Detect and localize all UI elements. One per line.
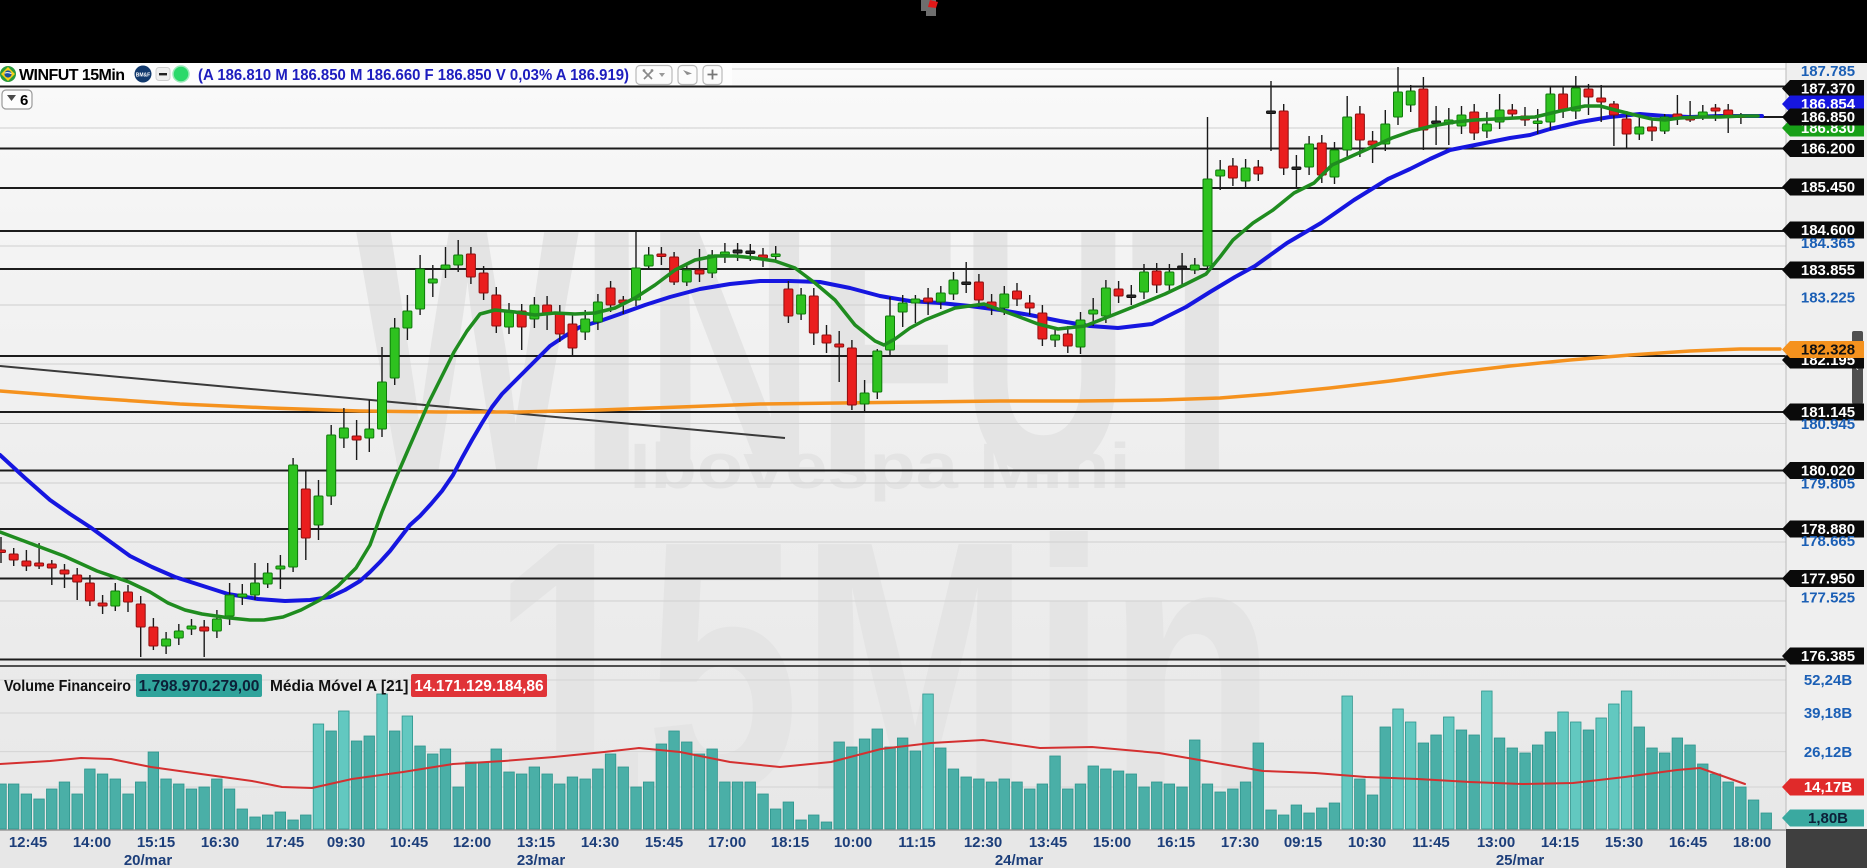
svg-text:12:45: 12:45 [9, 834, 47, 851]
svg-text:10:45: 10:45 [390, 834, 428, 851]
svg-text:BM&F: BM&F [136, 73, 150, 79]
svg-text:24/mar: 24/mar [995, 852, 1044, 868]
svg-text:(A 186.810 M 186.850 M 186.660: (A 186.810 M 186.850 M 186.660 F 186.850… [198, 67, 629, 84]
svg-text:183.855: 183.855 [1801, 262, 1855, 279]
svg-text:17:00: 17:00 [708, 834, 746, 851]
svg-text:186.850: 186.850 [1801, 109, 1855, 126]
svg-text:WINFUT 15Min: WINFUT 15Min [19, 67, 125, 84]
svg-text:Volume Financeiro: Volume Financeiro [4, 678, 131, 695]
svg-text:Média Móvel A [21]: Média Móvel A [21] [270, 678, 408, 695]
svg-text:180.945: 180.945 [1801, 416, 1855, 433]
svg-text:14:15: 14:15 [1541, 834, 1579, 851]
svg-text:11:45: 11:45 [1412, 834, 1450, 851]
svg-text:26,12B: 26,12B [1804, 744, 1853, 761]
svg-text:14.171.129.184,86: 14.171.129.184,86 [414, 678, 544, 695]
svg-text:12:00: 12:00 [453, 834, 491, 851]
svg-text:16:45: 16:45 [1669, 834, 1707, 851]
svg-text:180.020: 180.020 [1801, 463, 1855, 480]
svg-text:14:30: 14:30 [581, 834, 619, 851]
svg-text:186.200: 186.200 [1801, 141, 1855, 158]
svg-text:177.525: 177.525 [1801, 590, 1855, 607]
svg-text:15:15: 15:15 [137, 834, 175, 851]
svg-text:181.145: 181.145 [1801, 404, 1855, 421]
svg-text:10:30: 10:30 [1348, 834, 1386, 851]
svg-text:25/mar: 25/mar [1496, 852, 1545, 868]
svg-text:184.600: 184.600 [1801, 222, 1855, 239]
svg-text:52,24B: 52,24B [1804, 672, 1853, 689]
svg-text:39,18B: 39,18B [1804, 705, 1853, 722]
svg-text:185.450: 185.450 [1801, 179, 1855, 196]
svg-text:09:30: 09:30 [327, 834, 365, 851]
svg-text:177.950: 177.950 [1801, 571, 1855, 588]
svg-text:11:15: 11:15 [898, 834, 936, 851]
svg-text:WINFUT: WINFUT [356, 157, 1274, 545]
svg-text:16:30: 16:30 [201, 834, 239, 851]
svg-text:187.370: 187.370 [1801, 81, 1855, 98]
svg-text:13:45: 13:45 [1029, 834, 1067, 851]
svg-text:179.805: 179.805 [1801, 476, 1855, 493]
svg-text:13:00: 13:00 [1477, 834, 1515, 851]
svg-text:1,80B: 1,80B [1808, 810, 1848, 827]
svg-text:16:15: 16:15 [1157, 834, 1195, 851]
svg-text:176.385: 176.385 [1801, 648, 1855, 665]
svg-text:18:15: 18:15 [771, 834, 809, 851]
svg-text:20/mar: 20/mar [124, 852, 173, 868]
svg-text:13:15: 13:15 [517, 834, 555, 851]
svg-text:182.328: 182.328 [1801, 342, 1855, 359]
svg-text:17:30: 17:30 [1221, 834, 1259, 851]
svg-text:183.225: 183.225 [1801, 290, 1855, 307]
svg-text:15:30: 15:30 [1605, 834, 1643, 851]
svg-text:178.880: 178.880 [1801, 521, 1855, 538]
svg-text:187.785: 187.785 [1801, 63, 1855, 80]
svg-text:184.365: 184.365 [1801, 235, 1855, 252]
svg-text:17:45: 17:45 [266, 834, 304, 851]
svg-text:18:00: 18:00 [1733, 834, 1771, 851]
svg-text:6: 6 [20, 92, 28, 109]
svg-text:15:00: 15:00 [1093, 834, 1131, 851]
svg-text:09:15: 09:15 [1284, 834, 1322, 851]
svg-text:1.798.970.279,00: 1.798.970.279,00 [139, 678, 260, 695]
svg-text:Ibovespa Mini: Ibovespa Mini [630, 430, 1131, 502]
svg-text:23/mar: 23/mar [517, 852, 566, 868]
svg-text:10:00: 10:00 [834, 834, 872, 851]
svg-text:178.665: 178.665 [1801, 533, 1855, 550]
svg-text:12:30: 12:30 [964, 834, 1002, 851]
svg-text:14,17B: 14,17B [1804, 779, 1853, 796]
svg-text:15:45: 15:45 [645, 834, 683, 851]
svg-text:14:00: 14:00 [73, 834, 111, 851]
